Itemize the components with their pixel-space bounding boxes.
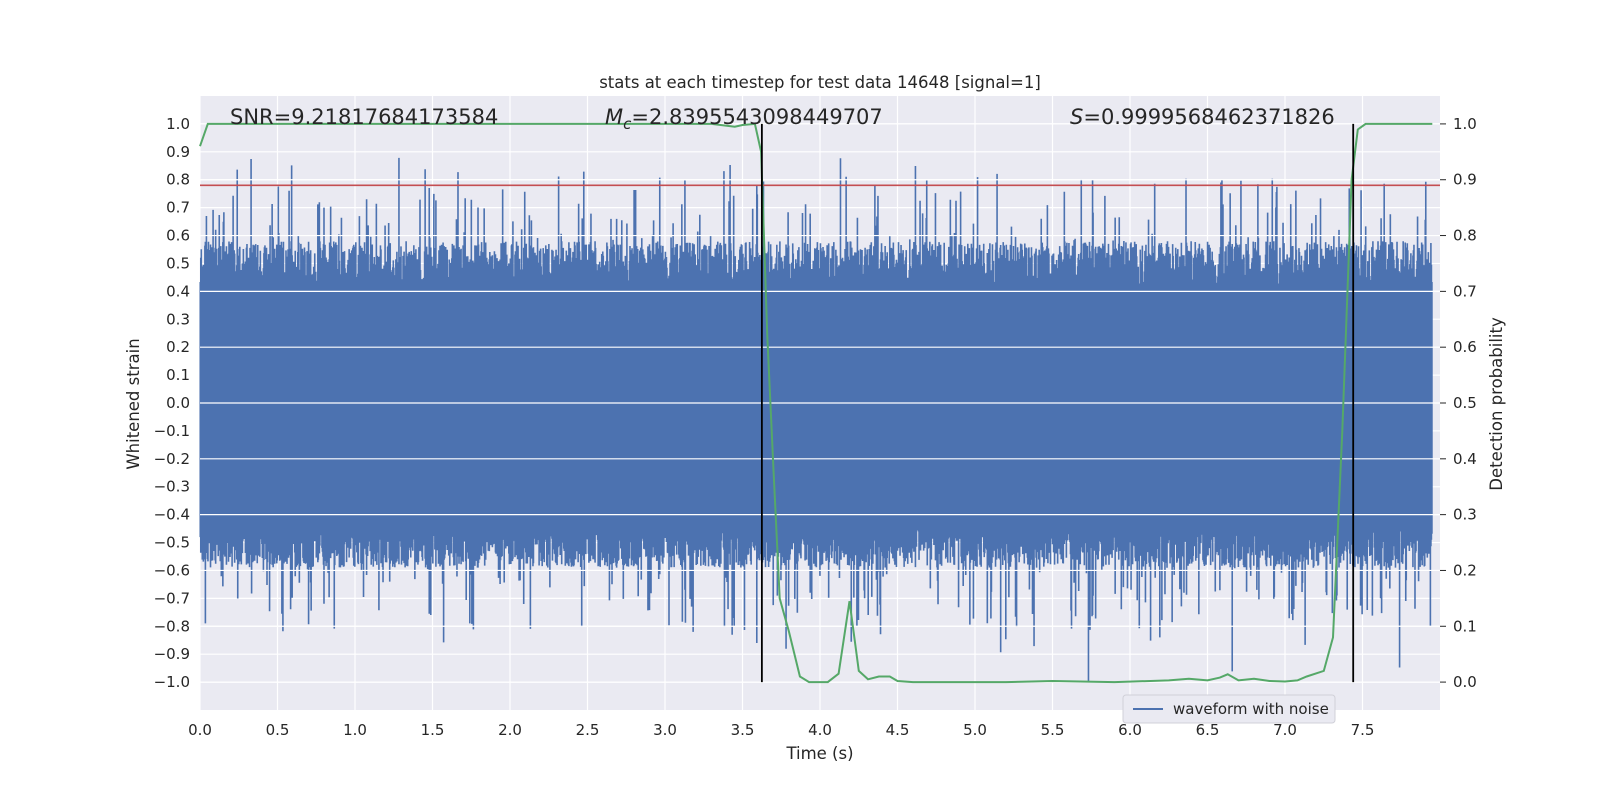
y2-tick-label: 0.2 <box>1453 561 1477 579</box>
y2-tick-label: 0.3 <box>1453 506 1477 524</box>
score-annotation: S=0.9999568462371826 <box>1070 105 1335 129</box>
y2-axis-ticks: 1.0 0.9 0.8 0.7 0.6 0.5 0.4 0.3 0.2 0.1 0.0 <box>1440 115 1477 691</box>
x-tick-label: 1.0 <box>343 721 367 739</box>
vertical-markers <box>760 123 1355 683</box>
y-tick-label: 0.5 <box>166 254 190 272</box>
chirp-mass-subscript: c <box>623 115 632 133</box>
y2-tick-label: 0.7 <box>1453 282 1477 300</box>
x-tick-label: 3.0 <box>653 721 677 739</box>
y2-tick-label: 0.6 <box>1453 338 1477 356</box>
y-tick-label: −0.3 <box>154 478 190 496</box>
snr-annotation: SNR=9.21817684173584 <box>230 105 498 129</box>
y2-tick-label: 1.0 <box>1453 115 1477 133</box>
legend: waveform with noise <box>1122 694 1336 724</box>
y-tick-label: −1.0 <box>154 673 190 691</box>
y-tick-label: 0.4 <box>166 282 190 300</box>
y-tick-label: −0.6 <box>154 561 190 579</box>
chirp-mass-annotation: Mc=2.8395543098449707 <box>605 105 883 133</box>
chirp-mass-value: =2.8395543098449707 <box>631 105 882 129</box>
x-tick-label: 3.5 <box>731 721 755 739</box>
y-axis-label: Whitened strain <box>124 338 143 469</box>
detection-probability-line <box>199 122 1433 684</box>
chart-title: stats at each timestep for test data 146… <box>599 73 1041 92</box>
y2-tick-label: 0.9 <box>1453 171 1477 189</box>
y2-gridlines <box>200 123 1440 683</box>
x-tick-label: 7.0 <box>1273 721 1297 739</box>
legend-box <box>1122 694 1336 724</box>
y-axis-ticks: 1.0 0.9 0.8 0.7 0.6 0.5 0.4 0.3 0.2 0.1 0.0 −0.1 −0.… <box>154 115 190 691</box>
y2-tick-label: 0.5 <box>1453 394 1477 412</box>
score-symbol: S <box>1070 105 1083 129</box>
x-tick-label: 4.5 <box>886 721 910 739</box>
y-tick-label: −0.1 <box>154 422 190 440</box>
y-tick-label: 0.6 <box>166 227 190 245</box>
y-tick-label: −0.7 <box>154 589 190 607</box>
y-tick-label: 0.3 <box>166 310 190 328</box>
y-tick-label: 0.0 <box>166 394 190 412</box>
x-tick-label: 5.0 <box>963 721 987 739</box>
y-tick-label: 0.9 <box>166 143 190 161</box>
y-tick-label: −0.4 <box>154 506 190 524</box>
x-tick-label: 5.5 <box>1041 721 1065 739</box>
y2-tick-label: 0.0 <box>1453 673 1477 691</box>
y-tick-label: 0.2 <box>166 338 190 356</box>
y-tick-label: 0.7 <box>166 199 190 217</box>
x-tick-label: 0.5 <box>266 721 290 739</box>
chirp-mass-symbol: M <box>605 105 623 129</box>
x-tick-label: 0.0 <box>188 721 212 739</box>
x-tick-label: 6.0 <box>1118 721 1142 739</box>
x-tick-label: 2.0 <box>498 721 522 739</box>
y-tick-label: −0.9 <box>154 645 190 663</box>
y-tick-label: 0.1 <box>166 366 190 384</box>
score-value: =0.9999568462371826 <box>1083 105 1334 129</box>
x-axis-label: Time (s) <box>785 744 853 763</box>
x-tick-label: 6.5 <box>1196 721 1220 739</box>
y-tick-label: 0.8 <box>166 171 190 189</box>
x-axis-ticks: 0.0 0.5 1.0 1.5 2.0 2.5 3.0 3.5 4.0 4.5 5.0 5.5 6.0 6… <box>188 721 1374 739</box>
y2-axis-label: Detection probability <box>1487 317 1506 491</box>
x-tick-label: 2.5 <box>576 721 600 739</box>
y2-tick-label: 0.1 <box>1453 617 1477 635</box>
y-tick-label: 1.0 <box>166 115 190 133</box>
y-tick-label: −0.8 <box>154 617 190 635</box>
y2-tick-label: 0.8 <box>1453 227 1477 245</box>
legend-label: waveform with noise <box>1173 700 1329 718</box>
y2-tick-label: 0.4 <box>1453 450 1477 468</box>
y-tick-label: −0.5 <box>154 534 190 552</box>
y-tick-label: −0.2 <box>154 450 190 468</box>
x-tick-label: 4.0 <box>808 721 832 739</box>
x-tick-label: 7.5 <box>1351 721 1375 739</box>
x-tick-label: 1.5 <box>421 721 445 739</box>
